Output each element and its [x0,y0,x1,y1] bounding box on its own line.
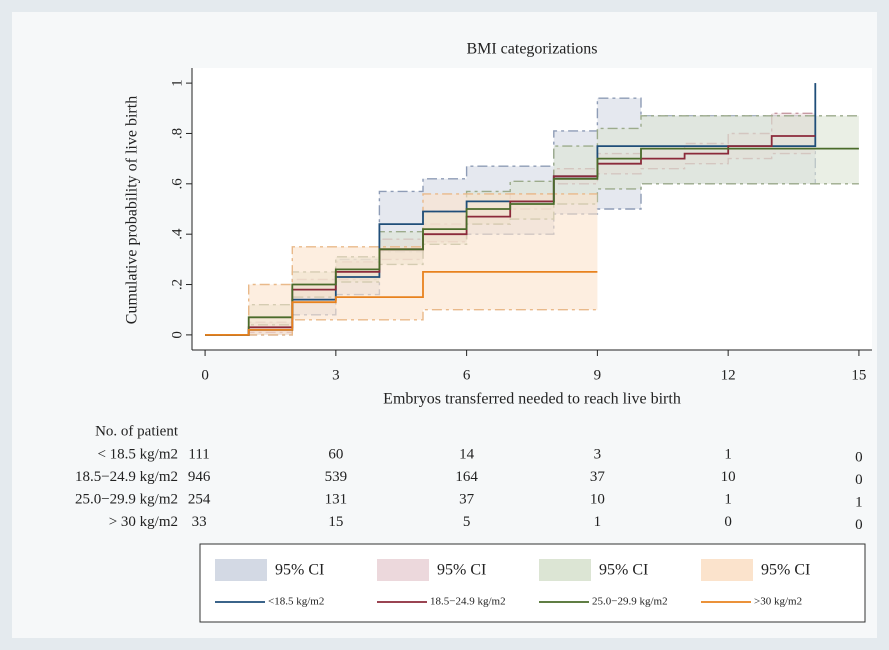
legend-line-label: 25.0−29.9 kg/m2 [592,596,668,608]
risk-count: 946 [188,469,211,485]
legend-line-label: >30 kg/m2 [754,596,802,608]
risk-count: 3 [594,446,602,462]
legend-ci-swatch [377,559,429,581]
risk-count: 254 [188,491,211,507]
x-tick-label: 3 [332,367,340,383]
risk-count: 1 [594,514,602,530]
x-tick-label: 12 [721,367,736,383]
x-tick-label: 9 [594,367,602,383]
x-axis-label: Embryos transferred needed to reach live… [383,391,681,408]
y-tick-label: 0 [169,331,185,339]
risk-count: 37 [590,469,606,485]
legend-line-label: 18.5−24.9 kg/m2 [430,596,506,608]
risk-count: 164 [455,469,478,485]
legend-ci-label: 95% CI [599,562,648,579]
y-axis-label: Cumulative probability of live birth [124,96,141,324]
step-line [205,147,859,336]
legend-ci-swatch [701,559,753,581]
ci-lower [205,309,598,336]
risk-count: 0 [855,517,863,533]
risk-row-label: < 18.5 kg/m2 [97,446,178,462]
risk-count: 0 [724,514,732,530]
x-tick-label: 6 [463,367,471,383]
risk-row-label: 25.0−29.9 kg/m2 [75,491,178,507]
risk-table-title: No. of patient [95,423,179,439]
risk-count: 33 [192,514,207,530]
risk-count: 37 [459,491,475,507]
y-tick-label: .8 [169,128,185,139]
risk-count: 1 [724,446,732,462]
y-tick-label: .6 [169,178,185,190]
risk-count: 1 [724,491,732,507]
risk-count: 10 [590,491,605,507]
risk-count: 0 [855,472,863,488]
legend-ci-swatch [215,559,267,581]
y-tick-label: .4 [169,228,185,240]
risk-count: 0 [855,449,863,465]
y-tick-label: 1 [169,79,185,87]
chart-title: BMI categorizations [466,41,597,58]
ci-upper [205,115,859,336]
legend-ci-label: 95% CI [437,562,486,579]
risk-row-label: > 30 kg/m2 [109,514,178,530]
risk-count: 131 [325,491,348,507]
ci-upper [205,193,598,336]
risk-count: 1 [855,494,863,510]
x-tick-label: 15 [851,367,866,383]
risk-row-label: 18.5−24.9 kg/m2 [75,469,178,485]
y-tick-label: .2 [169,279,185,290]
legend [199,543,866,623]
risk-count: 5 [463,514,471,530]
risk-count: 60 [328,446,343,462]
risk-count: 14 [459,446,475,462]
legend-ci-label: 95% CI [761,562,810,579]
risk-count: 539 [325,469,348,485]
risk-count: 15 [328,514,343,530]
legend-ci-swatch [539,559,591,581]
x-tick-label: 0 [201,367,209,383]
legend-ci-label: 95% CI [275,562,324,579]
step-line [205,271,598,336]
risk-count: 10 [721,469,736,485]
risk-count: 111 [188,446,209,462]
legend-line-label: <18.5 kg/m2 [268,596,324,608]
